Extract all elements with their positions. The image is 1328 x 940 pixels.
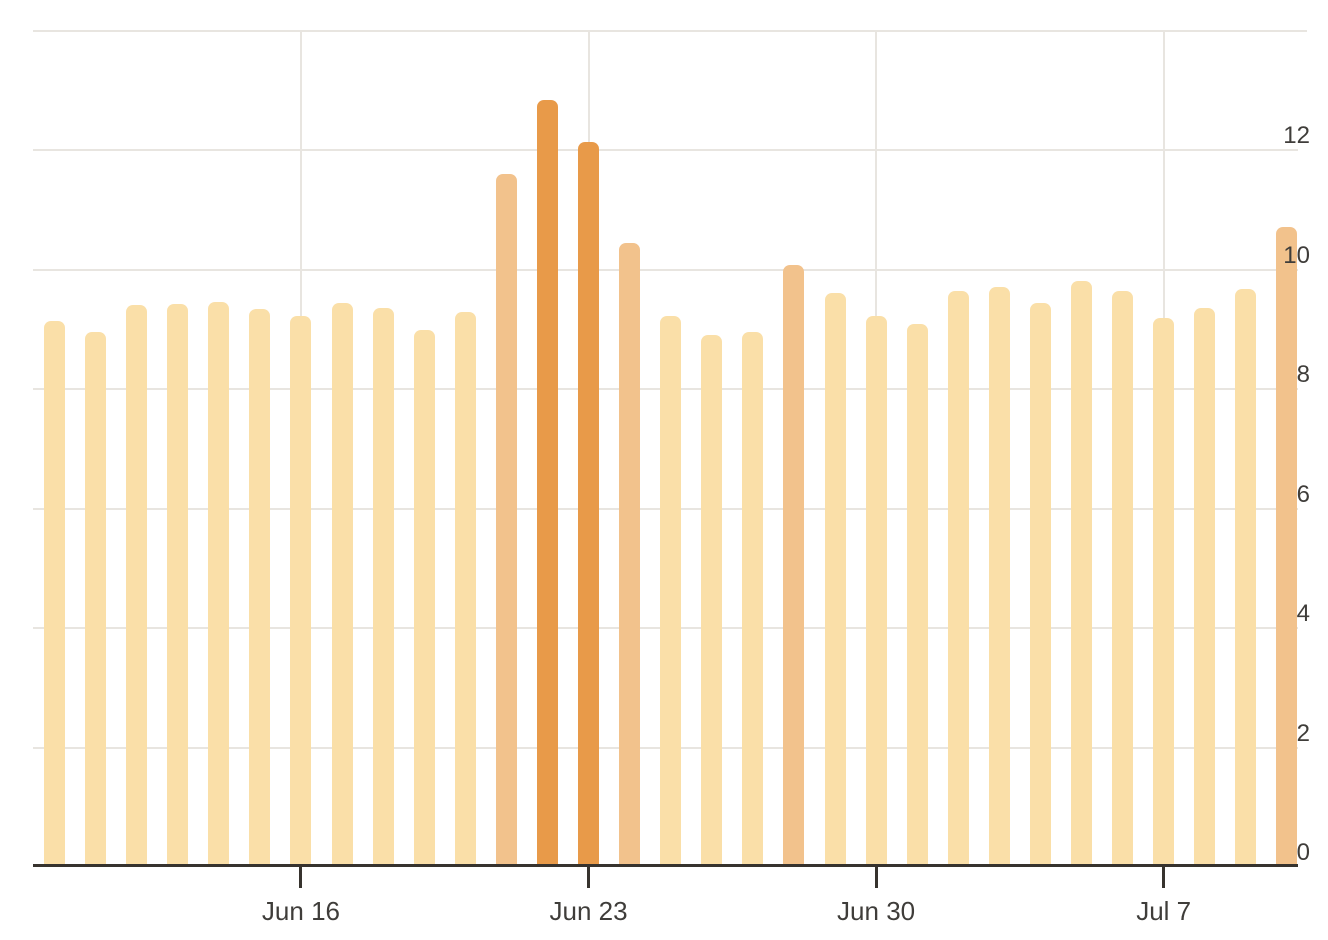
bar-jun-29[interactable] [824,293,846,865]
x-axis-line [33,864,1298,867]
bar-jul-3[interactable] [988,287,1010,865]
gridline-y-12 [33,149,1298,152]
bar-jun-28[interactable] [783,265,805,865]
bar-jun-22[interactable] [536,99,558,865]
bar-jul-4[interactable] [1029,303,1051,865]
bar-jun-20[interactable] [454,311,476,865]
x-axis-tick-jun-23 [587,867,591,888]
bar-jun-18[interactable] [372,308,394,865]
x-axis-label-jun-30: Jun 30 [837,896,916,926]
bar-jun-10[interactable] [44,321,65,865]
bar-jul-5[interactable] [1071,281,1092,865]
bar-jun-17[interactable] [331,303,353,865]
y-axis-label-6: 6 [1296,480,1310,508]
x-axis-label-jul-7: Jul 7 [1136,896,1192,926]
bar-jun-27[interactable] [742,331,764,865]
bar-jul-9[interactable] [1235,288,1257,865]
bar-jun-19[interactable] [413,330,435,865]
y-axis-label-2: 2 [1296,719,1310,747]
bar-jun-16[interactable] [290,315,312,865]
bar-jun-13[interactable] [167,303,189,865]
bar-jul-6[interactable] [1112,290,1134,865]
bar-jun-26[interactable] [701,334,723,865]
y-axis-label-10: 10 [1283,241,1310,269]
bar-jun-14[interactable] [208,302,230,865]
bar-jul-1[interactable] [906,324,928,865]
bar-jun-25[interactable] [660,315,682,865]
x-axis-label-jun-23: Jun 23 [549,896,628,926]
y-axis-label-8: 8 [1296,361,1310,389]
bar-jun-11[interactable] [85,331,107,865]
x-axis-tick-jun-30 [874,867,878,888]
plot-top-border [33,30,1307,32]
x-axis-label-jun-16: Jun 16 [261,896,340,926]
gridline-y-10 [33,268,1298,271]
bar-jul-7[interactable] [1153,318,1175,865]
x-axis-tick-jun-16 [299,867,303,888]
bar-jun-23[interactable] [578,142,600,865]
y-axis-label-12: 12 [1283,122,1310,150]
bar-jun-15[interactable] [249,309,271,865]
bar-jul-2[interactable] [947,290,969,865]
bar-jun-21[interactable] [495,173,517,865]
bar-jun-12[interactable] [126,305,148,865]
x-axis-tick-jul-7 [1162,867,1166,888]
bar-jun-24[interactable] [619,242,641,865]
y-axis-label-0: 0 [1296,839,1310,866]
y-axis-label-4: 4 [1296,600,1310,628]
bar-jul-8[interactable] [1194,308,1216,865]
bar-jun-30[interactable] [865,315,887,865]
bar-jul-10[interactable] [1276,226,1298,865]
